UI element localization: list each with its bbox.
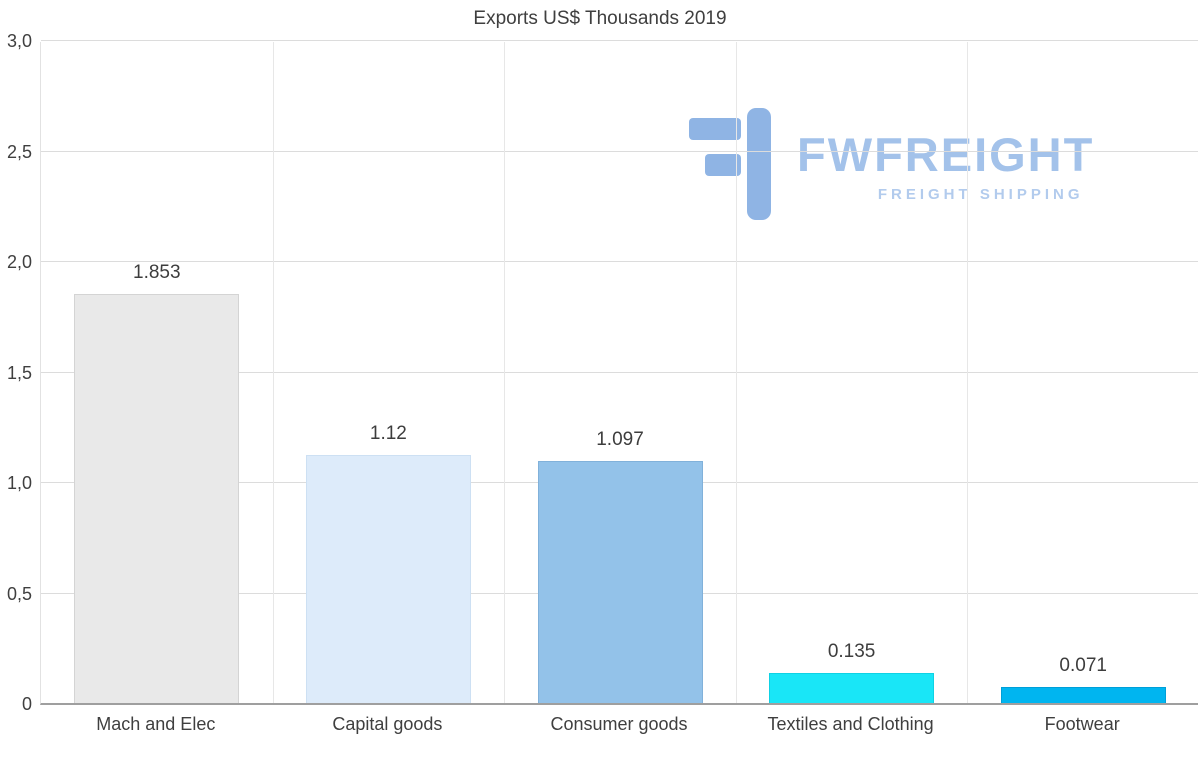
- y-axis: 0 0,5 1,0 1,5 2,0 2,5 3,0: [0, 31, 34, 714]
- bar-capital-goods: [305, 455, 471, 703]
- watermark: FWFREIGHT FREIGHT SHIPPING: [689, 108, 1094, 225]
- horizontal-gridline: [41, 261, 1198, 262]
- bar-mach-and-elec: [74, 293, 240, 703]
- bar-value-label: 0.071: [1059, 655, 1107, 677]
- y-tick-label: 0: [21, 694, 32, 714]
- x-category-label: Textiles and Clothing: [767, 714, 934, 734]
- bar-value-label: 1.853: [133, 261, 181, 283]
- plot-area: FWFREIGHT FREIGHT SHIPPING 1.853 1.12 1.09…: [40, 40, 1198, 705]
- vertical-gridline: [272, 42, 274, 703]
- vertical-gridline: [735, 42, 737, 703]
- horizontal-gridline: [41, 371, 1198, 373]
- watermark-text: FWFREIGHT FREIGHT SHIPPING: [797, 128, 1095, 203]
- watermark-tagline: FREIGHT SHIPPING: [877, 185, 1084, 203]
- bar-value-label: 0.135: [827, 641, 876, 663]
- chart-title: Exports US$ Thousands 2019: [473, 8, 727, 29]
- vertical-gridline: [504, 42, 506, 703]
- bar-value-label: 1.097: [596, 428, 644, 450]
- bar-value-label: 1.12: [369, 423, 407, 445]
- x-category-label: Consumer goods: [550, 714, 688, 734]
- x-category-label: Capital goods: [332, 714, 443, 734]
- bar-textiles-and-clothing: [769, 673, 935, 703]
- y-tick-label: 0,5: [6, 583, 32, 604]
- x-category-label: Footwear: [1044, 714, 1120, 734]
- x-axis: Mach and Elec Capital goods Consumer goods…: [40, 714, 1198, 744]
- horizontal-gridline: [41, 150, 1198, 152]
- bar-footwear: [1000, 687, 1166, 703]
- watermark-brand: FWFREIGHT: [797, 128, 1095, 182]
- y-tick-label: 3,0: [6, 31, 32, 51]
- horizontal-gridline: [41, 40, 1198, 41]
- x-category-label: Mach and Elec: [96, 714, 216, 734]
- fwfreight-logo-icon: [689, 108, 777, 225]
- vertical-gridline: [967, 42, 969, 703]
- y-tick-label: 2,0: [6, 252, 32, 272]
- bar-consumer-goods: [537, 460, 703, 703]
- y-tick-label: 1,5: [6, 362, 32, 383]
- y-tick-label: 2,5: [6, 141, 32, 162]
- y-tick-label: 1,0: [6, 473, 32, 493]
